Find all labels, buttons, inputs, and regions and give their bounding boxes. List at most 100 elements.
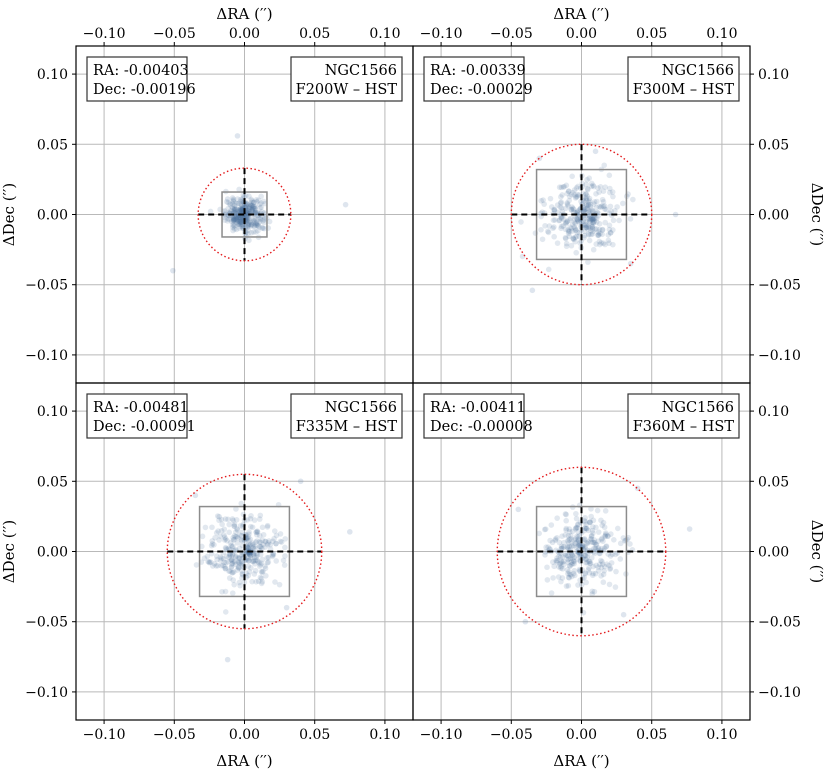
data-point [584,559,590,566]
data-point [598,517,604,524]
data-point [574,216,581,222]
data-point [600,198,607,205]
data-point [622,537,629,544]
data-point [244,201,250,207]
data-point [575,183,581,190]
data-point [586,175,593,182]
data-point [224,218,231,224]
label-info-box: NGC1566 F200W – HST [290,56,403,102]
data-point [254,552,261,558]
data-point [565,553,571,560]
data-point [564,566,571,573]
data-point [223,559,229,566]
data-point [257,543,264,550]
data-point [561,539,567,546]
ra-offset-text: RA: -0.00403 [93,63,189,79]
data-point [582,537,588,543]
data-point [593,191,599,197]
data-point [586,519,593,526]
x-axis-label-bottom: ΔRA (′′) [553,752,609,770]
data-point [235,565,242,571]
data-point [258,568,265,575]
data-point [569,204,575,210]
data-point [569,543,575,549]
data-point [590,182,596,189]
data-point [204,553,211,560]
data-point [574,216,581,223]
data-point [590,215,597,221]
data-point [214,513,221,519]
data-point [606,240,612,247]
y-tick-label: 0.00 [37,208,68,224]
data-point [248,221,255,228]
data-point [233,506,239,512]
data-point [262,544,268,550]
data-point [596,189,602,195]
data-point [576,552,583,558]
data-point [249,524,256,531]
data-point [230,552,236,558]
data-point [586,570,593,576]
y-tick-label: 0.10 [37,67,68,83]
data-point [227,568,233,574]
data-point [272,579,278,585]
data-point [250,541,256,548]
data-point [598,240,604,246]
data-point [215,528,221,534]
data-point [575,542,582,548]
data-point [241,204,248,211]
data-point [600,579,607,586]
data-point [596,226,603,233]
data-point [250,552,257,558]
y-tick-label: −0.10 [25,348,68,364]
data-point [231,215,237,221]
data-point [584,216,591,222]
data-point [247,536,254,543]
data-point [210,563,216,569]
data-point [555,574,562,580]
psf-box [535,505,628,598]
data-point [277,531,284,537]
data-point [585,206,592,213]
data-point [222,564,228,570]
data-point [236,216,243,223]
data-point [233,547,239,554]
data-point [229,556,235,563]
data-point [233,546,239,553]
data-point [234,527,241,533]
data-point [607,565,614,571]
data-point [236,207,243,214]
data-point [548,204,555,210]
data-point [231,521,238,528]
data-point [602,241,608,248]
data-point [246,208,252,214]
data-point [606,172,613,179]
data-point [586,558,592,565]
x-tick-label: 0.05 [299,26,330,42]
data-point [238,500,245,507]
data-point [230,534,236,541]
data-point [250,545,256,552]
data-point [256,201,263,208]
data-point [246,542,253,548]
data-point [238,218,245,224]
data-point [567,224,574,231]
data-point [573,544,579,550]
data-point [617,556,624,562]
data-point [218,516,225,523]
data-point [585,224,591,230]
data-point [595,568,602,574]
band-label: F300M – HST [633,82,735,98]
data-point [262,563,268,569]
data-point [593,241,600,247]
data-point [218,555,225,562]
data-point [245,223,251,229]
data-point [584,176,590,183]
data-point [233,529,239,535]
data-point [606,581,613,588]
panel-f335m: RA: -0.00481 Dec: -0.00091 NGC1566 F335M – … [0,382,414,770]
data-point [261,216,268,223]
data-point [588,533,595,540]
data-point [236,214,243,221]
